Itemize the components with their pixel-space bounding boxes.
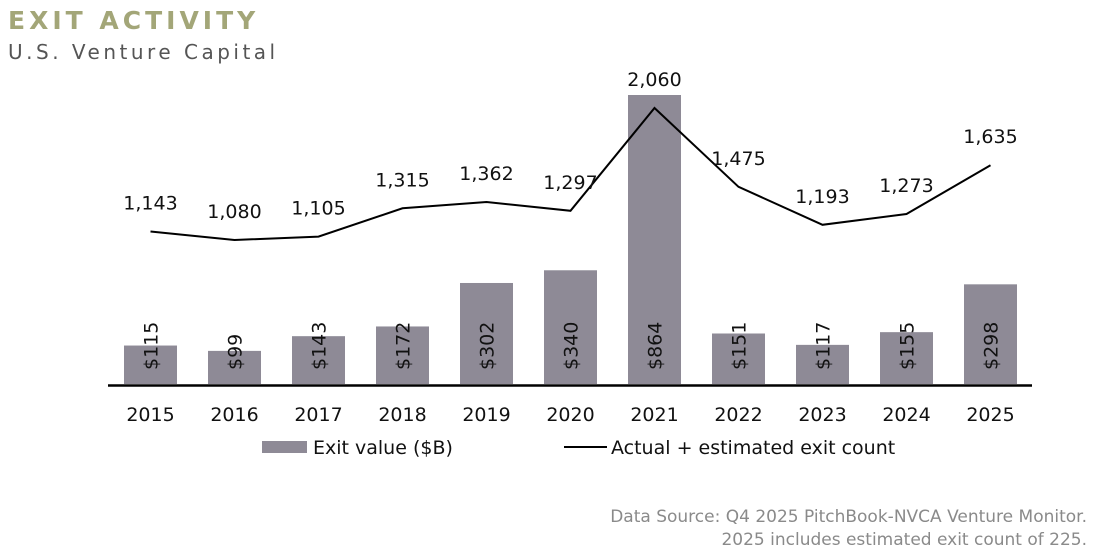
line-label-2020: 1,297 [543,172,597,194]
chart-title: EXIT ACTIVITY [8,6,260,35]
legend-swatch-exit-value [262,441,307,453]
line-label-2019: 1,362 [459,163,513,185]
bar-2015 [124,345,177,384]
bar-2017 [292,336,345,384]
legend-label-exit-value: Exit value ($B) [313,437,453,459]
legend-label-exit-count: Actual + estimated exit count [611,437,895,459]
bar-label-2017: $143 [309,322,331,370]
line-label-2023: 1,193 [795,186,849,208]
bar-label-2022: $151 [729,322,751,370]
line-label-2018: 1,315 [375,169,429,191]
line-label-2016: 1,080 [207,201,261,223]
line-label-2022: 1,475 [711,148,765,170]
line-label-2015: 1,143 [123,193,177,215]
bar-2024 [880,332,933,384]
x-tick-2018: 2018 [378,404,426,426]
line-labels: 1,143 1,080 1,105 1,315 1,362 1,297 2,060 1,475… [123,69,1017,223]
bar-label-2023: $117 [813,322,835,370]
bar-labels: $115 $99 $143 $172 $302 $340 $864 $151 $117 $155 $… [141,322,1003,370]
bar-label-2020: $340 [561,322,583,370]
bar-label-2019: $302 [477,322,499,370]
x-tick-2017: 2017 [294,404,342,426]
bar-2016 [208,350,261,384]
exit-count-line [150,106,992,242]
bar-label-2021: $864 [645,322,667,370]
bar-2020 [544,270,597,384]
line-label-2021: 2,060 [627,69,681,91]
bar-2018 [376,326,429,384]
bar-label-2024: $155 [897,322,919,370]
bar-series [124,95,1017,384]
line-label-2017: 1,105 [291,198,345,220]
legend: Exit value ($B) Actual + estimated exit … [262,437,895,459]
bar-label-2016: $99 [225,334,247,370]
x-tick-2019: 2019 [462,404,510,426]
source-line-1: Data Source: Q4 2025 PitchBook-NVCA Vent… [610,507,1087,527]
bar-2023 [796,344,849,384]
x-tick-2025: 2025 [966,404,1014,426]
x-tick-2023: 2023 [798,404,846,426]
bar-2025 [964,284,1017,384]
bar-2022 [712,333,765,384]
bar-2021 [628,95,681,384]
bar-label-2018: $172 [393,322,415,370]
data-source-note: Data Source: Q4 2025 PitchBook-NVCA Vent… [610,506,1087,552]
line-label-2024: 1,273 [879,175,933,197]
chart-subtitle: U.S. Venture Capital [8,40,279,64]
x-tick-2024: 2024 [882,404,930,426]
x-tick-2020: 2020 [546,404,594,426]
x-tick-2022: 2022 [714,404,762,426]
bar-2019 [460,282,513,384]
source-line-2: 2025 includes estimated exit count of 22… [721,530,1087,550]
x-tick-2016: 2016 [210,404,258,426]
line-label-2025: 1,635 [963,126,1017,148]
bar-label-2015: $115 [141,322,163,370]
x-tick-labels: 2015 2016 2017 2018 2019 2020 2021 2022 2023 2024… [126,404,1014,426]
bar-label-2025: $298 [981,322,1003,370]
x-tick-2021: 2021 [630,404,678,426]
x-tick-2015: 2015 [126,404,174,426]
